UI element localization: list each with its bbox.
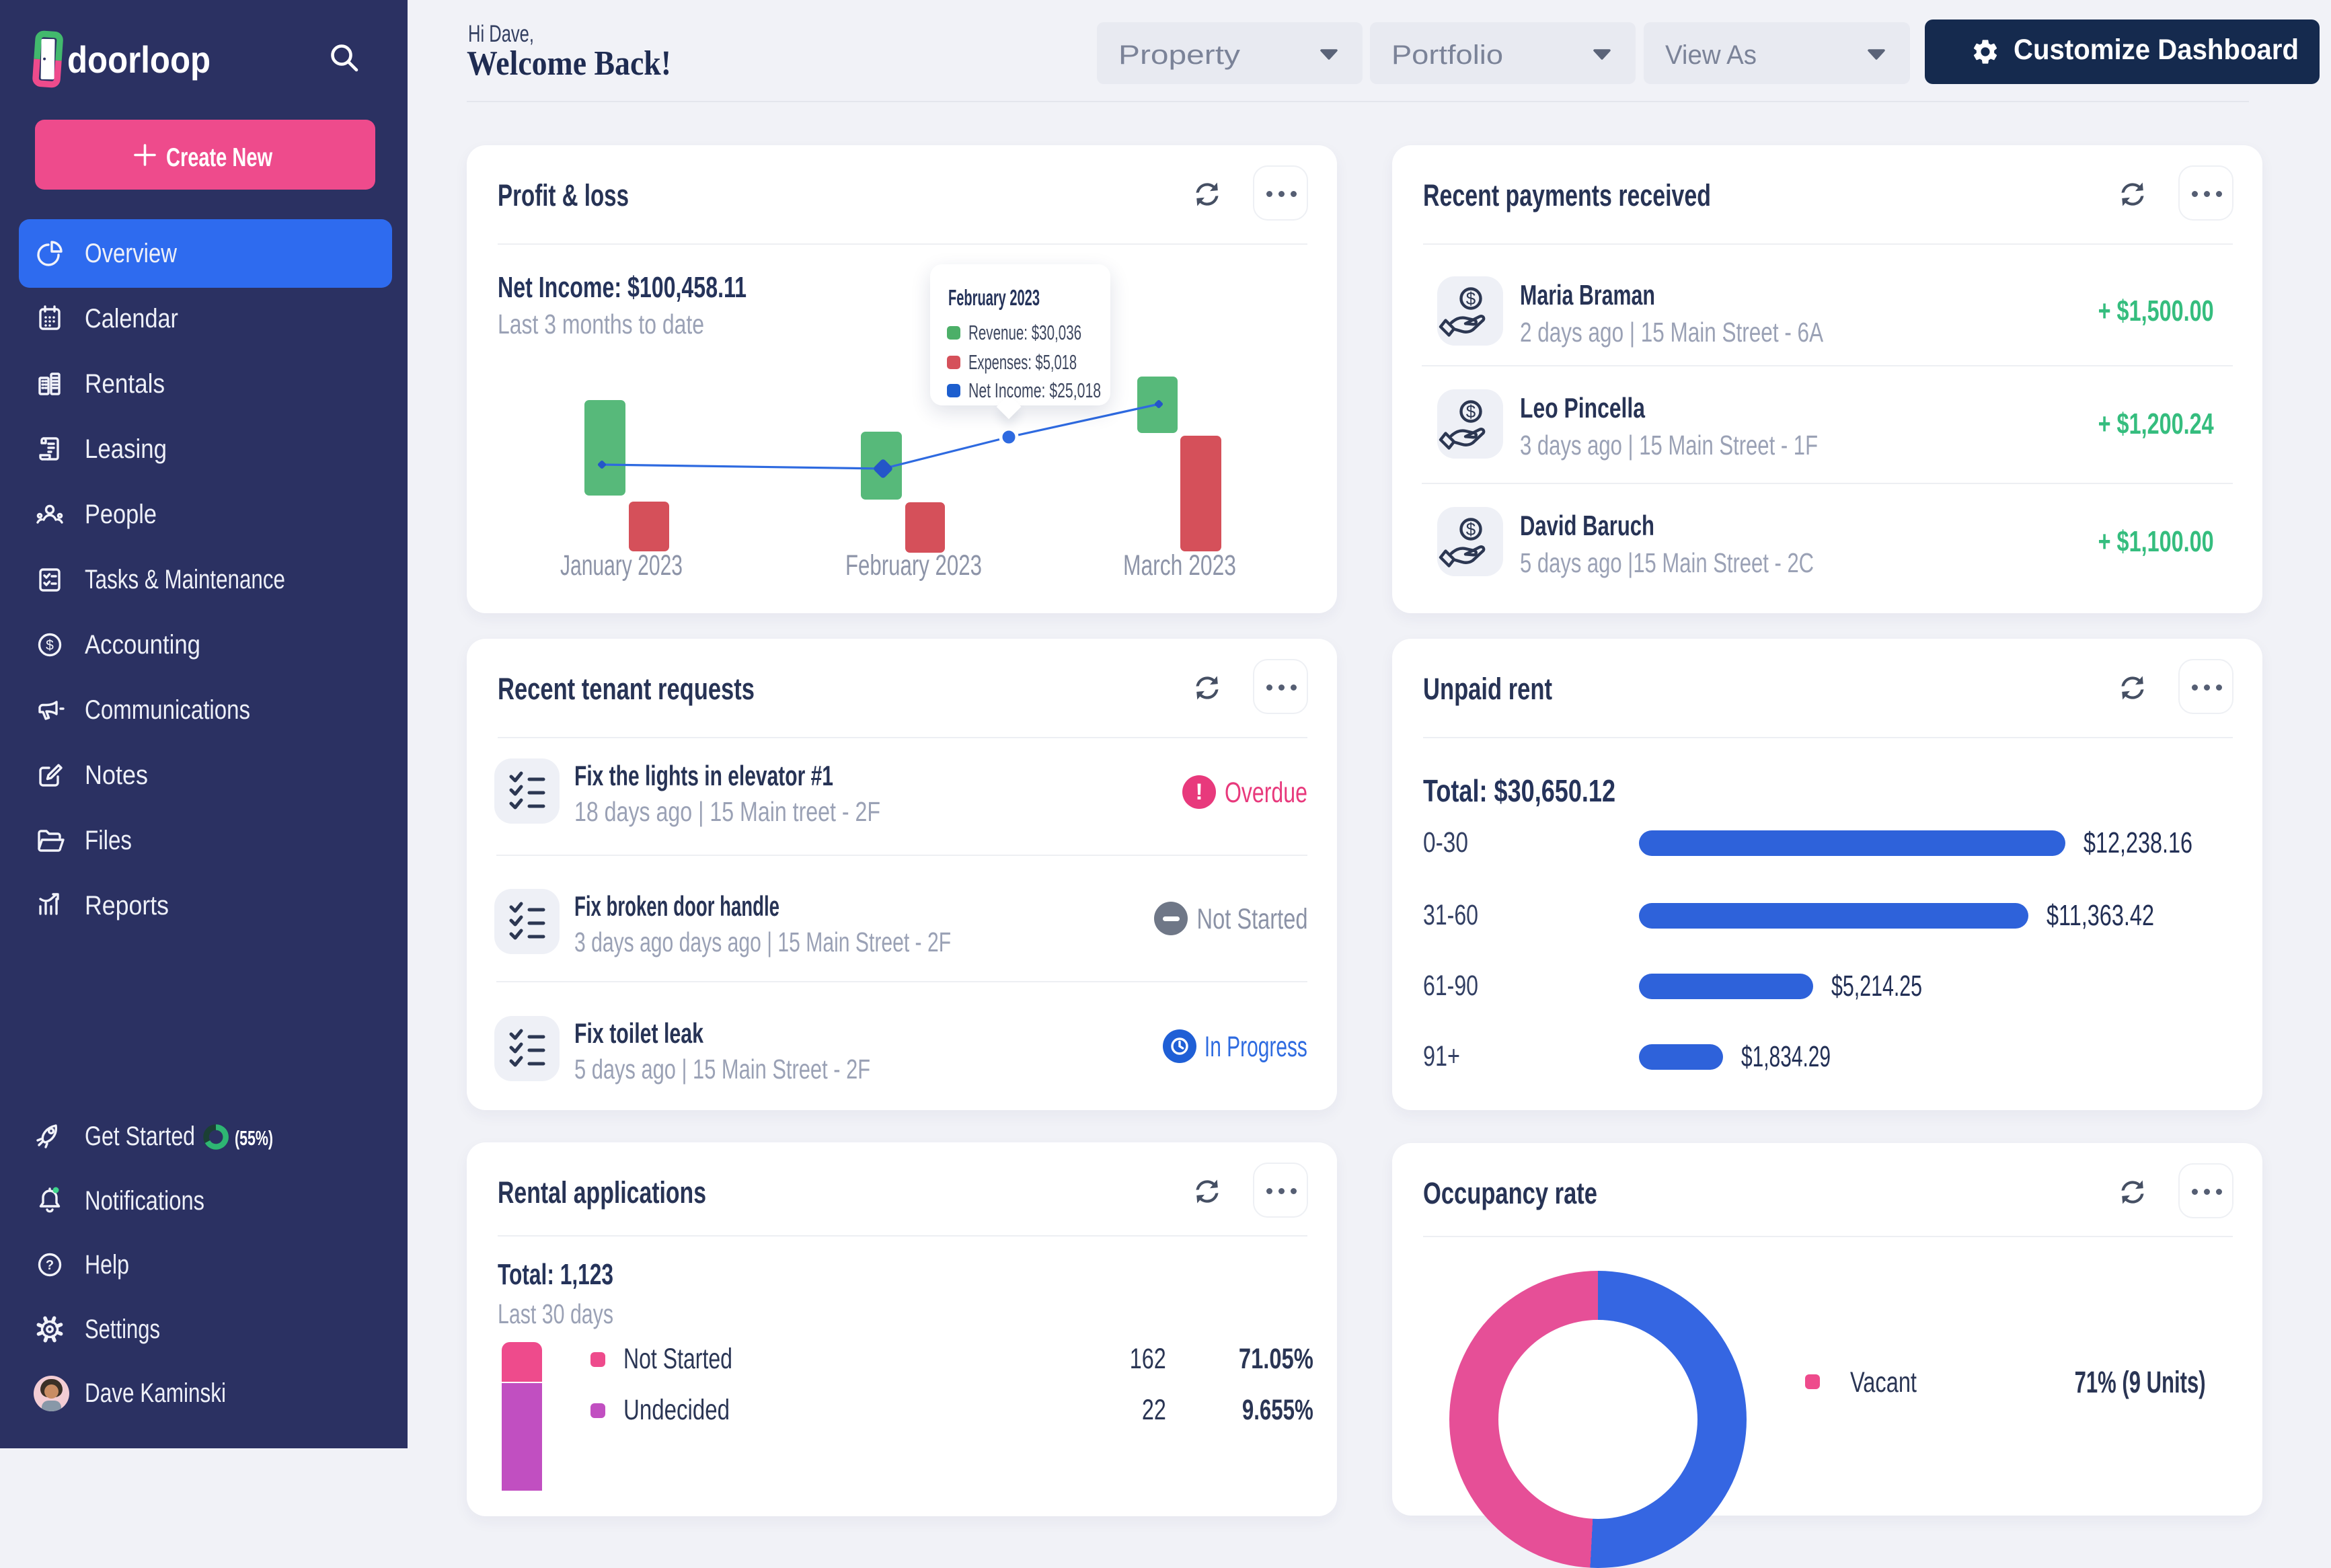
svg-text:$: $ [1466, 519, 1476, 539]
svg-text:?: ? [46, 1258, 54, 1273]
svg-text:$: $ [46, 638, 54, 654]
svg-text:$: $ [1466, 401, 1476, 422]
svg-text:$: $ [1466, 288, 1476, 309]
